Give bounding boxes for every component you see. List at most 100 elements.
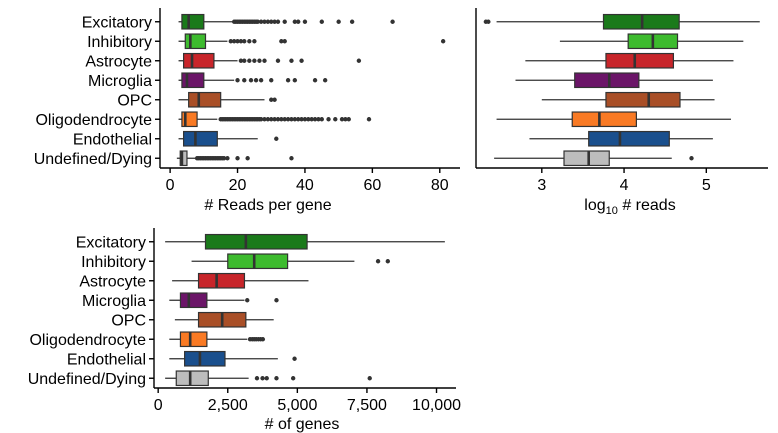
iqr-box (571, 111, 637, 128)
outlier-point (285, 117, 291, 122)
box-astrocyte (172, 272, 309, 289)
outlier-point (302, 19, 308, 24)
x-tick-label: 5,000 (277, 397, 317, 414)
outlier-point (356, 58, 362, 63)
outlier-point (274, 136, 279, 141)
outlier-point (245, 156, 250, 161)
outlier-point (279, 39, 284, 44)
outlier-point (336, 19, 341, 24)
outlier-point (228, 39, 233, 44)
outlier-point (333, 117, 338, 122)
box-excitatory (165, 233, 445, 250)
outlier-point (238, 39, 244, 44)
x-axis-label: # Reads per gene (204, 197, 331, 214)
outlier-point (282, 19, 287, 24)
outlier-point (319, 19, 324, 24)
x-axis-label: log10 # reads (584, 197, 675, 217)
outlier-point (289, 58, 294, 63)
x-tick-label: 0 (154, 397, 163, 414)
outlier-point (440, 39, 446, 44)
category-label-undefined-dying: Undefined/Dying (34, 151, 152, 168)
iqr-box (181, 13, 205, 30)
outlier-point (235, 78, 240, 83)
box-microglia (515, 72, 713, 89)
outlier-point (274, 298, 279, 303)
outlier-point (272, 19, 277, 24)
box-inhibitory (178, 33, 446, 50)
outlier-point (235, 156, 240, 161)
box-microglia (169, 292, 279, 309)
outlier-point (296, 19, 301, 24)
iqr-box (184, 33, 207, 50)
category-label-microglia: Microglia (88, 73, 152, 90)
outlier-point (260, 376, 265, 381)
box-microglia (178, 72, 328, 89)
outlier-point (242, 39, 247, 44)
category-label-undefined-dying: Undefined/Dying (28, 371, 146, 388)
outlier-point (225, 156, 230, 161)
x-tick-label: 4 (620, 177, 629, 194)
outlier-point (299, 58, 304, 63)
outlier-point (312, 78, 318, 83)
outlier-point (260, 337, 266, 342)
x-tick-label: 7,500 (347, 397, 387, 414)
outlier-point (253, 78, 259, 83)
iqr-box (179, 150, 188, 167)
outlier-point (265, 117, 271, 122)
outlier-point (319, 117, 324, 122)
x-tick-label: 5 (702, 177, 711, 194)
iqr-box (181, 72, 205, 89)
outlier-point (343, 117, 348, 122)
outlier-point (689, 156, 694, 161)
panel-reads-per-gene: 0 20 40 60 80 # Reads per gene Excitatory Inhib… (34, 8, 460, 214)
outlier-point (282, 39, 287, 44)
outlier-point (390, 19, 395, 24)
box-astrocyte (525, 52, 734, 69)
outlier-point (385, 259, 391, 264)
outlier-point (235, 39, 240, 44)
outlier-point (257, 58, 262, 63)
outlier-point (282, 117, 287, 122)
iqr-box (182, 130, 218, 147)
outlier-point (289, 117, 294, 122)
outlier-point (292, 356, 297, 361)
outlier-point (274, 376, 279, 381)
iqr-box (227, 253, 289, 270)
outlier-point (242, 58, 247, 63)
x-axis-label: # of genes (265, 416, 340, 433)
iqr-box (182, 52, 215, 69)
box-oligodendrocyte (496, 111, 731, 128)
panel-log10-reads: 3 4 5 log10 # reads (475, 8, 768, 217)
outlier-point (264, 376, 269, 381)
outlier-point (255, 19, 260, 24)
category-label-excitatory: Excitatory (76, 234, 146, 251)
outlier-point (275, 117, 281, 122)
outlier-point (306, 117, 311, 122)
outlier-point (248, 78, 254, 83)
outlier-point (375, 259, 381, 264)
outlier-point (247, 39, 252, 44)
category-label-endothelial: Endothelial (73, 131, 152, 148)
box-opc (541, 91, 715, 108)
category-label-inhibitory: Inhibitory (87, 34, 152, 51)
category-label-astrocyte: Astrocyte (85, 53, 152, 70)
outlier-point (326, 117, 331, 122)
outlier-point (279, 117, 284, 122)
box-oligodendrocyte (169, 331, 266, 348)
outlier-point (292, 19, 298, 24)
category-label-oligodendrocyte: Oligodendrocyte (35, 112, 152, 129)
outlier-point (316, 117, 321, 122)
iqr-box (184, 350, 226, 367)
iqr-box (179, 292, 208, 309)
outlier-point (292, 117, 298, 122)
outlier-point (269, 78, 274, 83)
outlier-point (486, 19, 491, 24)
iqr-box (574, 72, 640, 89)
outlier-point (269, 117, 274, 122)
box-endothelial (529, 130, 713, 147)
outlier-point (262, 19, 267, 24)
x-tick-label: 2,500 (208, 397, 248, 414)
outlier-point (285, 78, 291, 83)
category-label-astrocyte: Astrocyte (79, 273, 146, 290)
